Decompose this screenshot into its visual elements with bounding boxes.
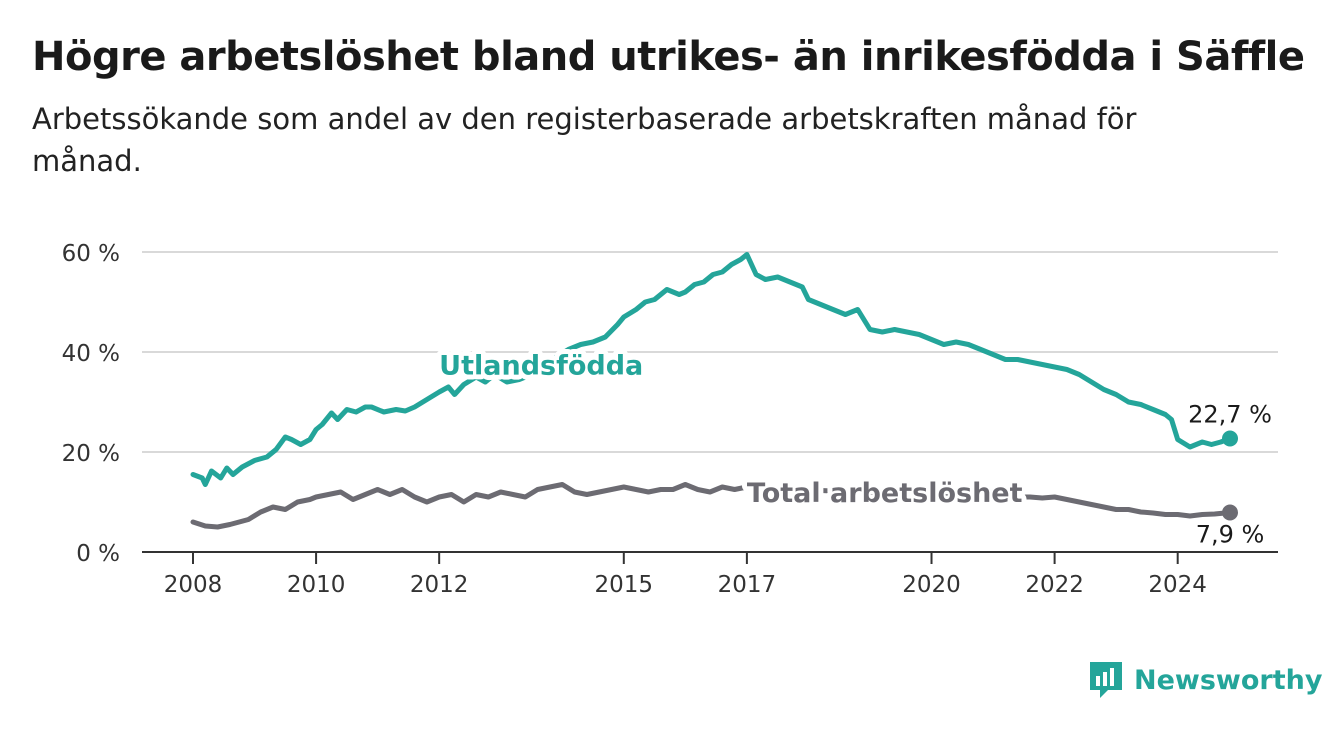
bar-chart-icon: [1090, 662, 1122, 698]
x-tick-label: 2012: [410, 572, 469, 598]
series-lines: [190, 252, 1238, 530]
x-tick-label: 2020: [902, 572, 961, 598]
series-label: Utlandsfödda: [439, 351, 643, 382]
y-axis: 0 % 20 % 40 % 60 %: [62, 241, 120, 567]
end-value-label: 22,7 %: [1188, 401, 1272, 429]
x-tick-label: 2015: [595, 572, 654, 598]
series-end-point: [1222, 504, 1238, 521]
end-value-halo: 22,7 %: [1188, 401, 1272, 429]
y-tick-label: 0 %: [76, 541, 120, 567]
series-label: Total arbetslöshet: [747, 478, 1023, 509]
brand-name: Newsworthy: [1134, 664, 1323, 696]
x-tick-label: 2017: [718, 572, 777, 598]
x-tick-label: 2024: [1148, 572, 1207, 598]
series-label-halo: Utlandsfödda: [439, 351, 643, 382]
series-line-utlandsfodda: [190, 252, 1233, 487]
x-tick-label: 2022: [1025, 572, 1084, 598]
end-value-halo: 7,9 %: [1196, 521, 1265, 549]
chart-title: Högre arbetslöshet bland utrikes- än inr…: [32, 34, 1305, 80]
x-tick-label: 2008: [164, 572, 223, 598]
end-value-label: 7,9 %: [1196, 521, 1265, 549]
series-end-point: [1222, 430, 1238, 447]
grid-lines: [142, 251, 1278, 453]
y-tick-label: 20 %: [62, 441, 120, 467]
x-tick-label: 2010: [287, 572, 346, 598]
y-tick-label: 60 %: [62, 241, 120, 267]
newsworthy-logo: Newsworthy: [1088, 660, 1322, 700]
chart-subtitle: Arbetssökande som andel av den registerb…: [32, 102, 1137, 178]
y-tick-label: 40 %: [62, 341, 120, 367]
series-line-total: [190, 482, 1233, 530]
series-label-halo: Total arbetslöshet: [747, 478, 1023, 509]
x-axis: 2008 2010 2012 2015 2017 2020 2022 2024: [142, 551, 1278, 598]
